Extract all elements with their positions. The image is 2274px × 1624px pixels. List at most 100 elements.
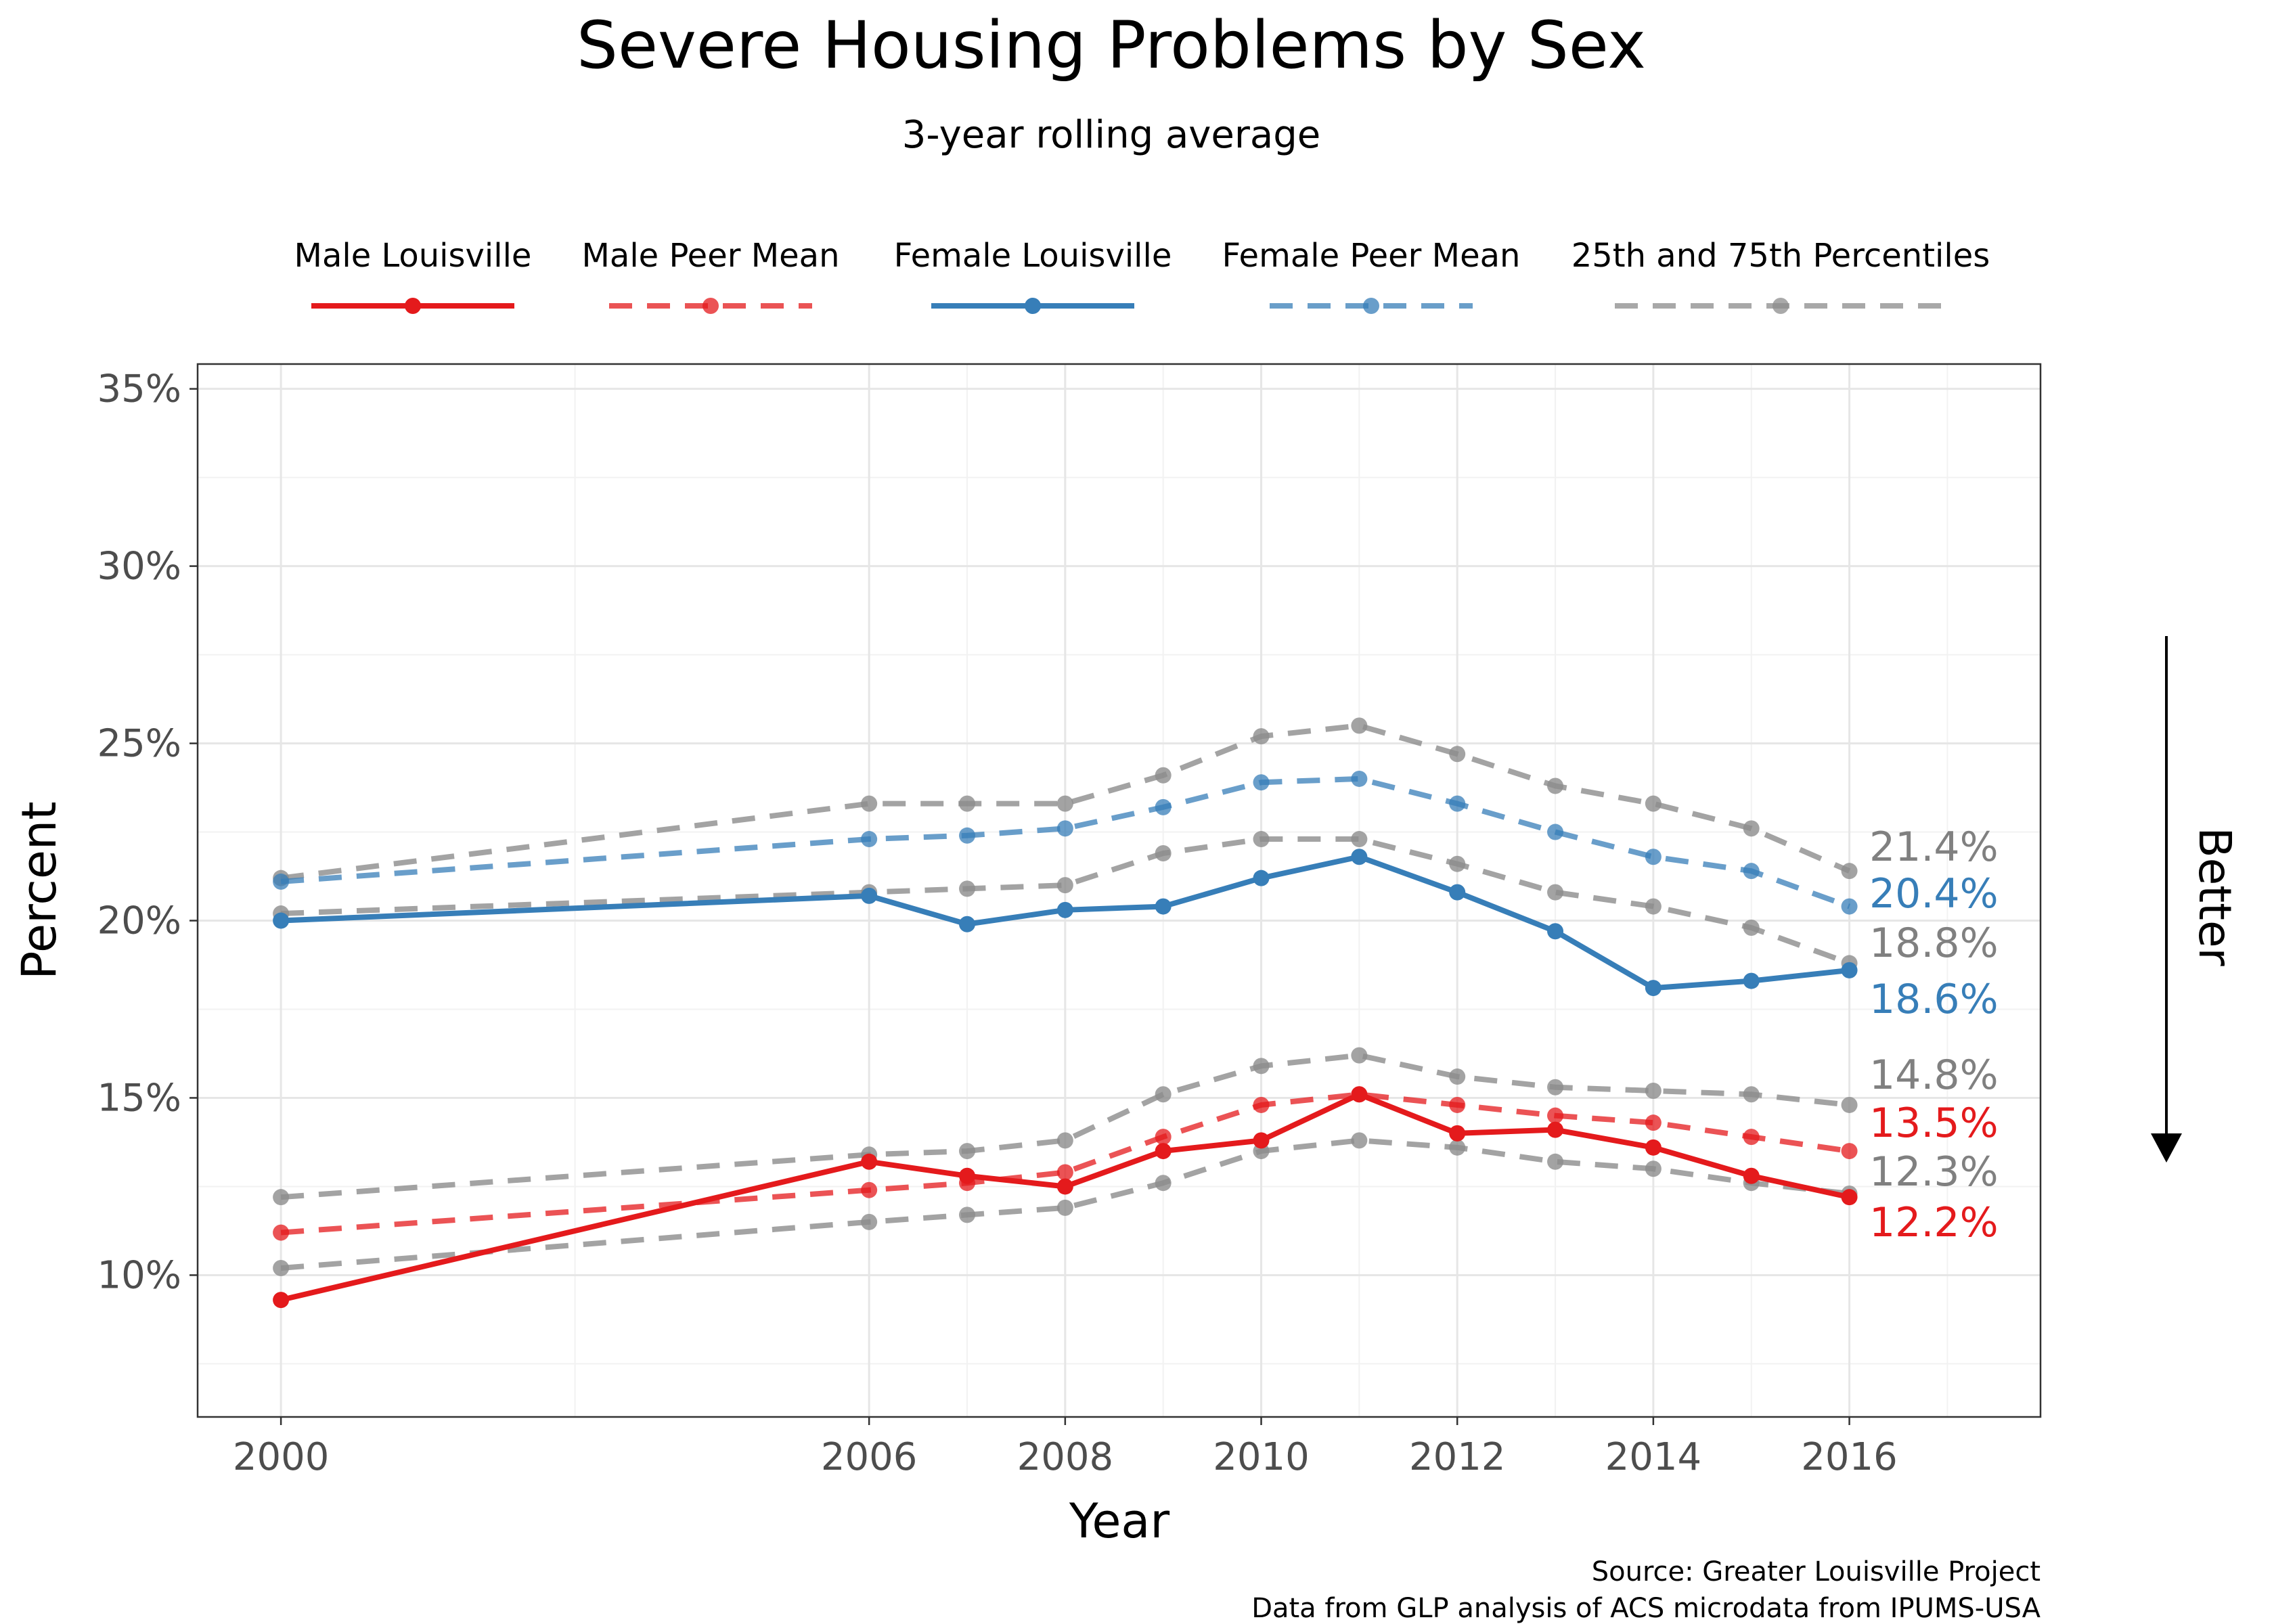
data-point-female-louisville [1155,898,1172,915]
caption-data-note: Data from GLP analysis of ACS microdata … [1251,1593,2041,1624]
data-point-female-p75 [1841,863,1858,880]
legend-key-point [703,298,719,314]
data-point-male-louisville [1351,1086,1368,1103]
end-value-label: 14.8% [1869,1052,1999,1099]
data-point-male-peer-mean [1645,1114,1662,1131]
legend-label: Male Peer Mean [581,237,839,275]
y-tick-label: 20% [97,899,181,943]
data-point-female-peer-mean [1449,795,1466,812]
data-point-male-p25 [1056,1199,1073,1216]
data-point-male-p25 [1351,1132,1368,1149]
data-point-female-peer-mean [273,873,290,890]
data-point-female-peer-mean [1351,770,1368,787]
data-point-male-peer-mean [1547,1107,1564,1124]
data-point-male-peer-mean [1841,1143,1858,1160]
data-point-female-peer-mean [1743,863,1760,880]
data-point-female-louisville [1351,849,1368,865]
data-point-female-louisville [1253,870,1270,886]
data-point-female-p75 [1056,795,1073,812]
x-tick-label: 2010 [1213,1435,1310,1479]
end-value-label: 20.4% [1869,870,1999,918]
series-line-female-peer-mean [280,775,1850,909]
x-axis: 2000 2006 2008 2010 2012 2014 2016 [233,1417,1898,1479]
end-value-label: 13.5% [1869,1100,1999,1147]
x-tick-label: 2008 [1017,1435,1114,1479]
data-point-female-peer-mean [1253,774,1270,791]
data-point-female-p75 [861,795,878,812]
data-point-female-louisville [1449,884,1466,901]
data-point-male-peer-mean [1253,1096,1270,1113]
data-point-female-p75 [1253,728,1270,745]
y-tick-label: 25% [97,722,181,766]
data-point-female-peer-mean [861,831,878,848]
data-point-male-louisville [273,1292,290,1309]
data-point-male-louisville [1645,1139,1662,1156]
series-line-female-p75 [280,723,1851,881]
data-point-female-peer-mean [1155,798,1172,815]
better-label: Better [2189,827,2241,966]
x-tick-label: 2012 [1409,1435,1506,1479]
data-point-male-peer-mean [1056,1164,1073,1181]
data-point-male-p75 [1841,1096,1858,1113]
data-point-male-louisville [861,1153,878,1170]
legend-key-point [1025,298,1041,314]
series-line-male-p25 [280,1137,1850,1271]
y-tick-label: 10% [97,1253,181,1297]
y-tick-label: 35% [97,367,181,411]
data-point-female-louisville [1547,923,1564,940]
data-point-female-p75 [1645,795,1662,812]
x-tick-label: 2014 [1605,1435,1702,1479]
data-point-male-louisville [1547,1121,1564,1138]
data-point-female-peer-mean [1645,849,1662,865]
y-tick-label: 15% [97,1076,181,1120]
data-point-male-p75 [958,1143,975,1160]
series-layer [273,717,1858,1309]
end-labels: 21.4%20.4%18.8% 18.6% 14.8%13.5%12.3%12.2% [1869,824,1999,1246]
data-point-male-peer-mean [861,1181,878,1198]
data-point-male-louisville [1155,1143,1172,1160]
legend: Male Louisville Male Peer Mean Female Loui… [294,237,1990,314]
data-point-female-p25 [1351,831,1368,848]
end-value-label: 21.4% [1869,824,1999,871]
data-point-female-p25 [1547,884,1564,901]
data-point-male-peer-mean [1743,1129,1760,1146]
series-line-male-p75 [280,1052,1850,1200]
data-point-male-louisville [1841,1189,1858,1206]
data-point-female-p75 [1743,820,1760,837]
y-tick-label: 30% [97,545,181,589]
data-point-female-p75 [1155,767,1172,784]
data-point-female-p25 [1253,831,1270,848]
data-point-male-peer-mean [1155,1129,1172,1146]
legend-key-point [1773,298,1789,314]
legend-label: Male Louisville [294,237,532,275]
data-point-female-louisville [1645,980,1662,997]
data-point-male-p75 [1155,1086,1172,1103]
data-point-male-p75 [1351,1047,1368,1064]
x-tick-label: 2016 [1801,1435,1898,1479]
data-point-male-p75 [1547,1079,1564,1096]
x-tick-label: 2006 [821,1435,918,1479]
data-point-female-p25 [1449,855,1466,872]
data-point-male-p25 [1449,1139,1466,1156]
data-point-female-louisville [861,887,878,904]
legend-label: Female Peer Mean [1222,237,1521,275]
data-point-male-p75 [1253,1058,1270,1075]
chart-title: Severe Housing Problems by Sex [577,7,1646,83]
data-point-female-p25 [1155,844,1172,861]
data-point-female-p75 [958,795,975,812]
better-arrow-head-icon [2151,1133,2182,1163]
grid [198,364,2041,1417]
data-point-male-p75 [273,1189,290,1206]
plot-panel [196,363,2042,1418]
data-point-male-peer-mean [273,1224,290,1241]
data-point-male-p75 [1743,1086,1760,1103]
data-point-male-p25 [273,1259,290,1276]
data-point-male-p25 [1645,1160,1662,1177]
series-line-female-louisville [280,854,1850,991]
data-point-female-p75 [1449,746,1466,763]
legend-label: Female Louisville [894,237,1172,275]
data-point-male-louisville [1449,1125,1466,1142]
data-point-male-p25 [861,1213,878,1230]
data-point-male-louisville [1056,1178,1073,1195]
